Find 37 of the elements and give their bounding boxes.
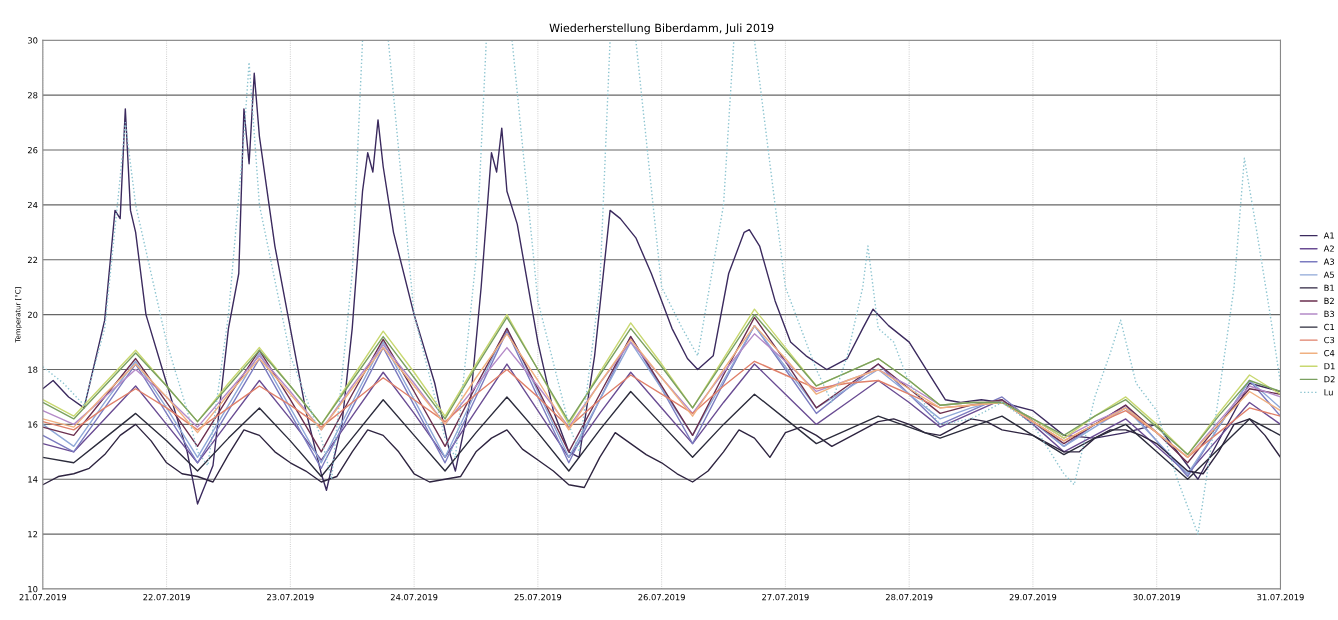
x-tick-label: 23.07.2019 (267, 594, 314, 601)
x-tick-label: 30.07.2019 (1133, 594, 1180, 601)
legend-label: C3 (1324, 336, 1335, 344)
y-tick-label: 30 (27, 37, 38, 44)
line-series (42, 363, 1281, 475)
y-tick-label: 26 (27, 147, 38, 154)
y-tick-label: 20 (27, 311, 38, 318)
y-tick-label: 22 (27, 256, 38, 263)
x-tick-label: 31.07.2019 (1257, 594, 1304, 601)
y-tick-label: 16 (28, 421, 38, 428)
y-tick-label: 14 (28, 476, 38, 483)
x-tick-label: 29.07.2019 (1009, 594, 1057, 601)
legend-label: B3 (1324, 310, 1335, 318)
legend-label: D1 (1324, 363, 1335, 370)
legend-label: A3 (1323, 258, 1335, 265)
x-tick-label: 22.07.2019 (143, 594, 190, 601)
y-tick-label: 18 (28, 366, 38, 373)
legend-label: Lu (1324, 389, 1333, 396)
x-tick-label: 21.07.2019 (19, 594, 67, 601)
legend-label: A1 (1323, 232, 1334, 239)
legend-label: B1 (1324, 284, 1334, 291)
x-tick-label: 26.07.2019 (638, 594, 685, 601)
x-tick-label: 27.07.2019 (762, 594, 809, 601)
x-tick-label: 24.07.2019 (390, 594, 438, 601)
legend-label: A2 (1323, 245, 1334, 252)
y-tick-label: 10 (28, 585, 38, 593)
y-tick-label: 28 (27, 92, 38, 99)
legend-label: C4 (1324, 349, 1335, 357)
x-tick-label: 28.07.2019 (885, 594, 933, 601)
legend-label: B2 (1324, 297, 1334, 304)
legend-label: D2 (1324, 376, 1335, 383)
legend-label: C1 (1324, 323, 1335, 331)
y-tick-label: 24 (27, 201, 38, 209)
x-tick-label: 25.07.2019 (514, 594, 562, 601)
chart-title: Wiederherstellung Biberdamm, Juli 2019 (549, 23, 774, 35)
legend-label: A5 (1323, 271, 1334, 278)
y-tick-label: 12 (28, 531, 38, 538)
